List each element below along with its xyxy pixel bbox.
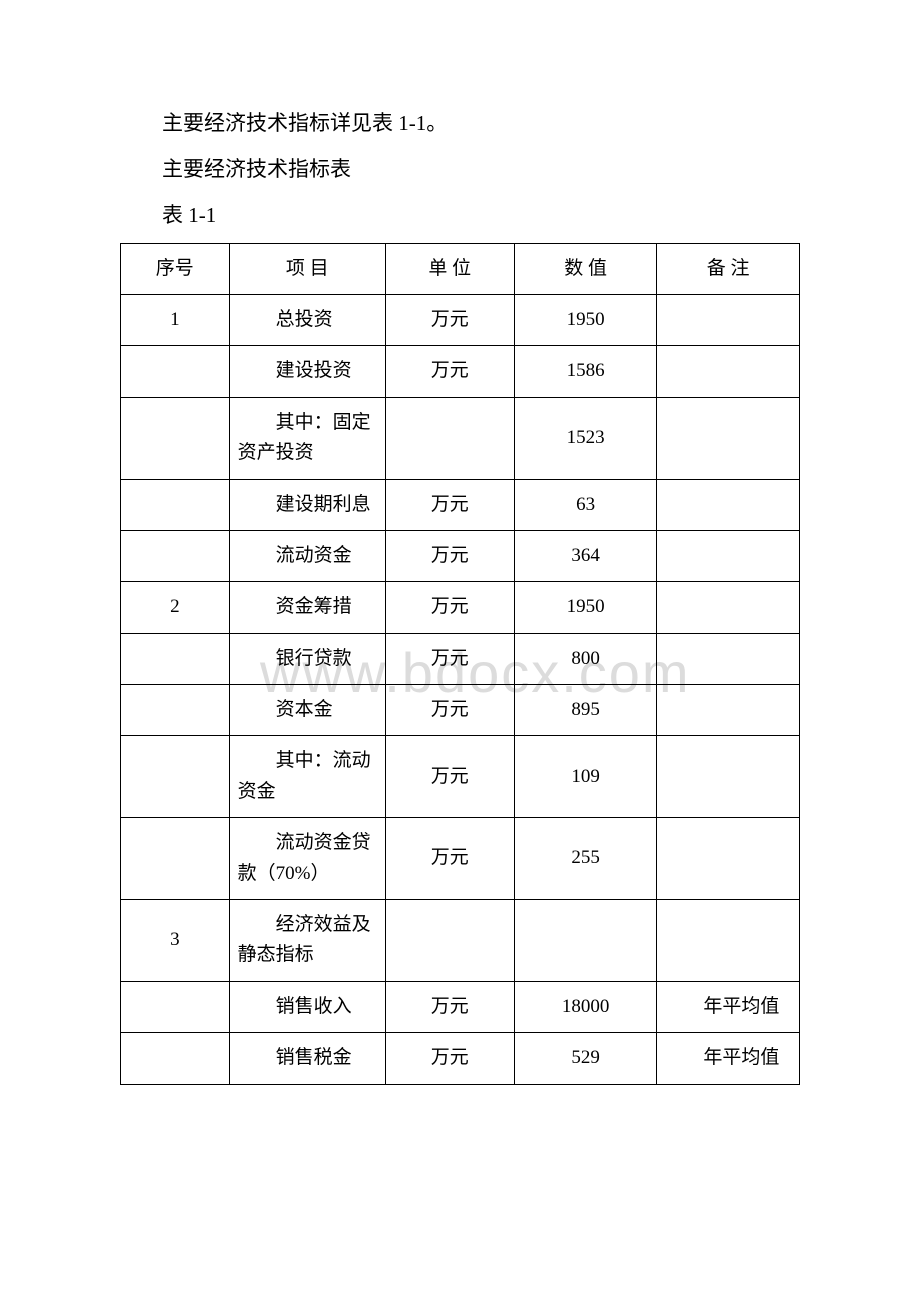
cell-value: 109 — [514, 736, 657, 818]
table-row: 3 经济效益及静态指标 — [121, 900, 800, 982]
table-number: 表 1-1 — [120, 192, 800, 238]
cell-remark: 年平均值 — [657, 981, 800, 1032]
cell-unit: 万元 — [385, 633, 514, 684]
cell-item: 销售收入 — [229, 981, 385, 1032]
cell-seq — [121, 479, 230, 530]
cell-item: 销售税金 — [229, 1033, 385, 1084]
cell-remark — [657, 479, 800, 530]
cell-remark — [657, 397, 800, 479]
cell-unit: 万元 — [385, 479, 514, 530]
cell-remark: 年平均值 — [657, 1033, 800, 1084]
cell-unit: 万元 — [385, 582, 514, 633]
cell-seq: 1 — [121, 294, 230, 345]
table-row: 建设期利息 万元 63 — [121, 479, 800, 530]
cell-remark — [657, 530, 800, 581]
cell-value: 18000 — [514, 981, 657, 1032]
cell-seq: 3 — [121, 900, 230, 982]
table-row: 其中：流动资金 万元 109 — [121, 736, 800, 818]
cell-seq — [121, 633, 230, 684]
cell-unit: 万元 — [385, 346, 514, 397]
cell-value — [514, 900, 657, 982]
header-remark: 备 注 — [657, 243, 800, 294]
cell-value: 1523 — [514, 397, 657, 479]
cell-seq — [121, 530, 230, 581]
cell-seq — [121, 346, 230, 397]
cell-seq — [121, 736, 230, 818]
cell-unit — [385, 397, 514, 479]
table-row: 其中：固定资产投资 1523 — [121, 397, 800, 479]
cell-remark — [657, 346, 800, 397]
cell-seq — [121, 818, 230, 900]
cell-item: 建设期利息 — [229, 479, 385, 530]
table-row: 资本金 万元 895 — [121, 685, 800, 736]
table-row: 销售税金 万元 529 年平均值 — [121, 1033, 800, 1084]
cell-seq — [121, 685, 230, 736]
cell-remark — [657, 633, 800, 684]
cell-item: 总投资 — [229, 294, 385, 345]
cell-seq — [121, 1033, 230, 1084]
cell-item: 建设投资 — [229, 346, 385, 397]
table-header-row: 序号 项 目 单 位 数 值 备 注 — [121, 243, 800, 294]
cell-unit: 万元 — [385, 530, 514, 581]
cell-value: 800 — [514, 633, 657, 684]
cell-item: 其中：流动资金 — [229, 736, 385, 818]
cell-item: 流动资金 — [229, 530, 385, 581]
cell-value: 895 — [514, 685, 657, 736]
table-caption: 主要经济技术指标表 — [120, 146, 800, 192]
cell-item: 资金筹措 — [229, 582, 385, 633]
cell-unit — [385, 900, 514, 982]
cell-item: 其中：固定资产投资 — [229, 397, 385, 479]
table-row: 销售收入 万元 18000 年平均值 — [121, 981, 800, 1032]
cell-unit: 万元 — [385, 1033, 514, 1084]
indicators-table: 序号 项 目 单 位 数 值 备 注 1 总投资 万元 1950 建设投资 万元… — [120, 243, 800, 1085]
cell-seq: 2 — [121, 582, 230, 633]
cell-item: 银行贷款 — [229, 633, 385, 684]
table-body: 1 总投资 万元 1950 建设投资 万元 1586 其中：固定资产投资 152… — [121, 294, 800, 1084]
header-unit: 单 位 — [385, 243, 514, 294]
cell-seq — [121, 397, 230, 479]
cell-item: 资本金 — [229, 685, 385, 736]
cell-value: 1586 — [514, 346, 657, 397]
cell-unit: 万元 — [385, 981, 514, 1032]
header-seq: 序号 — [121, 243, 230, 294]
header-item: 项 目 — [229, 243, 385, 294]
table-row: 流动资金贷款（70%） 万元 255 — [121, 818, 800, 900]
cell-remark — [657, 900, 800, 982]
table-row: 1 总投资 万元 1950 — [121, 294, 800, 345]
cell-unit: 万元 — [385, 685, 514, 736]
table-row: 银行贷款 万元 800 — [121, 633, 800, 684]
table-row: 流动资金 万元 364 — [121, 530, 800, 581]
cell-item: 经济效益及静态指标 — [229, 900, 385, 982]
cell-remark — [657, 582, 800, 633]
cell-value: 1950 — [514, 294, 657, 345]
cell-value: 255 — [514, 818, 657, 900]
cell-remark — [657, 294, 800, 345]
intro-paragraph: 主要经济技术指标详见表 1-1。 — [120, 100, 800, 146]
table-row: 建设投资 万元 1586 — [121, 346, 800, 397]
cell-remark — [657, 736, 800, 818]
cell-seq — [121, 981, 230, 1032]
cell-value: 1950 — [514, 582, 657, 633]
table-row: 2 资金筹措 万元 1950 — [121, 582, 800, 633]
cell-value: 364 — [514, 530, 657, 581]
cell-value: 63 — [514, 479, 657, 530]
cell-unit: 万元 — [385, 294, 514, 345]
header-value: 数 值 — [514, 243, 657, 294]
cell-remark — [657, 685, 800, 736]
cell-item: 流动资金贷款（70%） — [229, 818, 385, 900]
cell-remark — [657, 818, 800, 900]
cell-unit: 万元 — [385, 818, 514, 900]
cell-unit: 万元 — [385, 736, 514, 818]
cell-value: 529 — [514, 1033, 657, 1084]
